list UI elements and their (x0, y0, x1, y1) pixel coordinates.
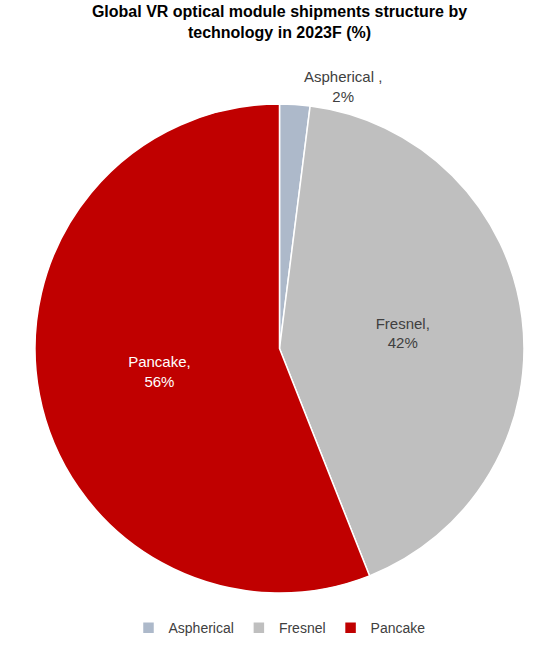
svg-text:Fresnel,42%: Fresnel,42% (376, 315, 430, 352)
svg-text:Global VR optical module shipm: Global VR optical module shipments struc… (92, 3, 467, 41)
svg-text:Pancake: Pancake (371, 620, 426, 636)
svg-text:Aspherical ,2%: Aspherical ,2% (304, 68, 382, 105)
svg-text:Fresnel: Fresnel (279, 620, 326, 636)
svg-text:Aspherical: Aspherical (169, 620, 234, 636)
svg-text:Pancake,56%: Pancake,56% (128, 353, 191, 390)
